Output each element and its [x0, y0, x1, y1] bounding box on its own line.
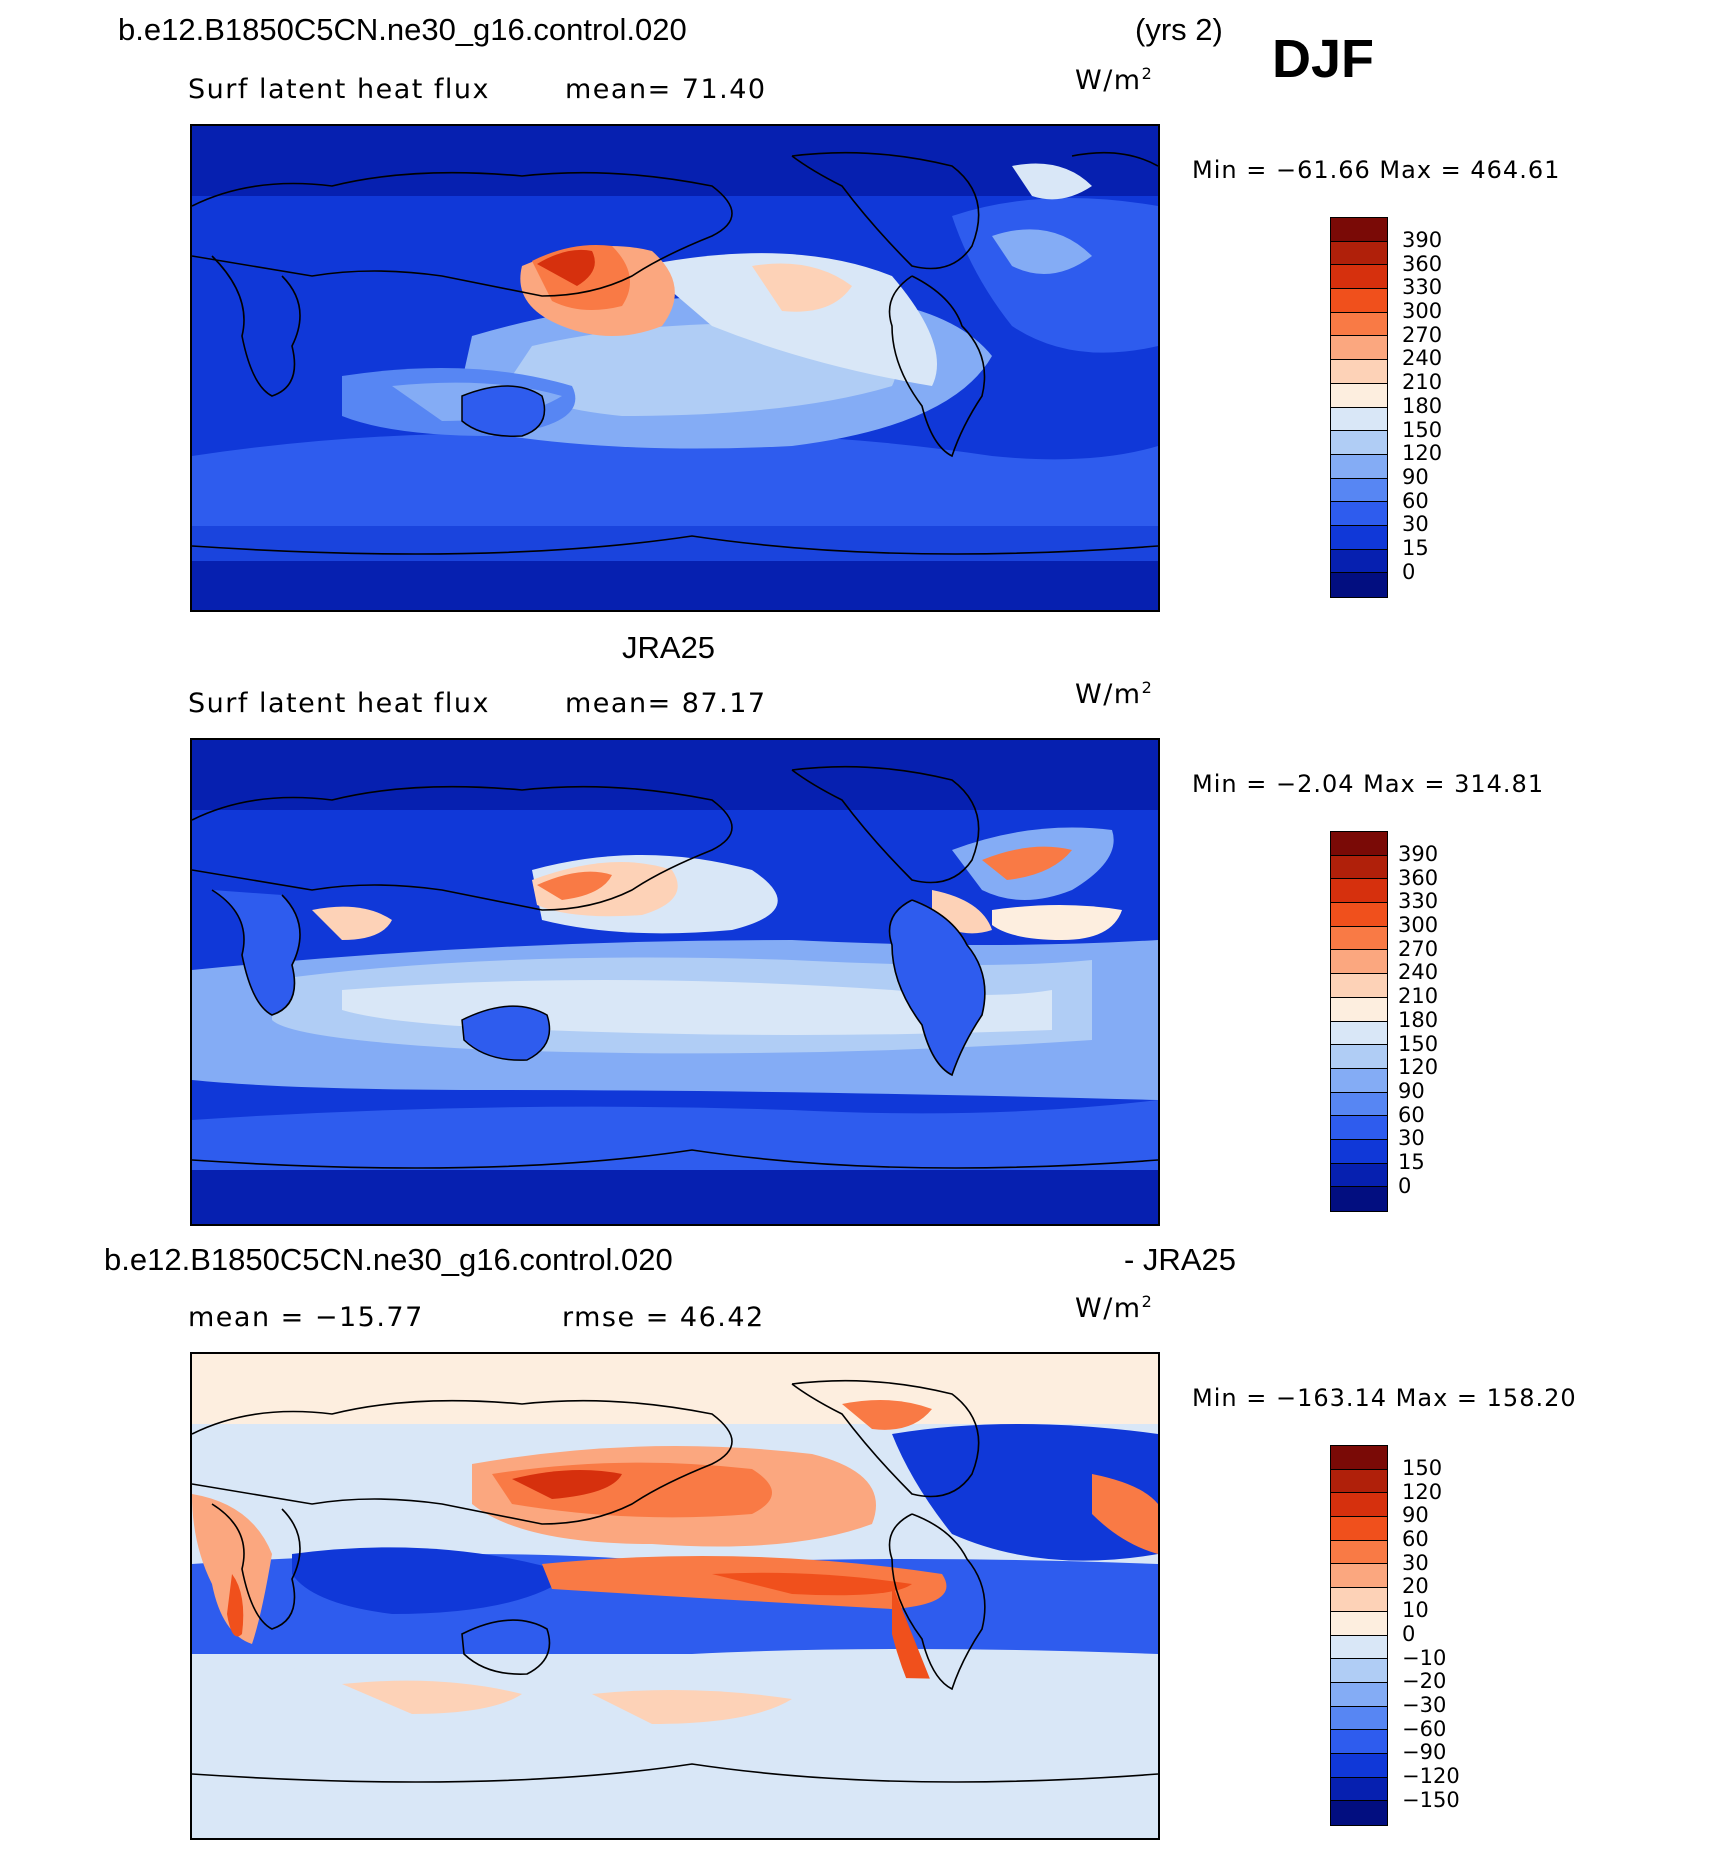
panel3-colorbar-labels: 150 120 90 60 30 20 10 0 −10 −20 −30 −60 −90 −1… [1402, 1456, 1460, 1812]
years-label: (yrs 2) [1135, 12, 1223, 47]
panel3-title-right: - JRA25 [1124, 1242, 1236, 1277]
panel1-map [190, 124, 1160, 612]
season-label: DJF [1272, 29, 1375, 89]
panel3-units: W/m2 [1075, 1292, 1154, 1324]
panel2-mean: mean= 87.17 [565, 688, 767, 719]
panel2-title: JRA25 [622, 630, 716, 665]
panel3-minmax: Min = −163.14 Max = 158.20 [1192, 1384, 1577, 1412]
panel1-variable: Surf latent heat flux [188, 74, 491, 105]
panel2-units: W/m2 [1075, 678, 1154, 710]
panel3-colorbar [1330, 1445, 1388, 1826]
panel1-colorbar-labels: 390 360 330 300 270 240 210 180 150 120 90 60 … [1402, 228, 1443, 584]
panel1-colorbar [1330, 217, 1388, 598]
panel2-map [190, 738, 1160, 1226]
panel3-mean: mean = −15.77 [188, 1302, 424, 1333]
panel3-rmse: rmse = 46.42 [562, 1302, 765, 1333]
panel2-colorbar [1330, 831, 1388, 1212]
panel2-variable: Surf latent heat flux [188, 688, 491, 719]
panel2-colorbar-labels: 390 360 330 300 270 240 210 180 150 120 90 60 … [1398, 842, 1439, 1198]
case-title: b.e12.B1850C5CN.ne30_g16.control.020 [118, 12, 687, 47]
panel1-minmax: Min = −61.66 Max = 464.61 [1192, 156, 1561, 184]
panel2-minmax: Min = −2.04 Max = 314.81 [1192, 770, 1545, 798]
panel1-units: W/m2 [1075, 64, 1154, 96]
panel3-map [190, 1352, 1160, 1840]
panel1-mean: mean= 71.40 [565, 74, 767, 105]
panel3-title: b.e12.B1850C5CN.ne30_g16.control.020 [104, 1242, 673, 1277]
